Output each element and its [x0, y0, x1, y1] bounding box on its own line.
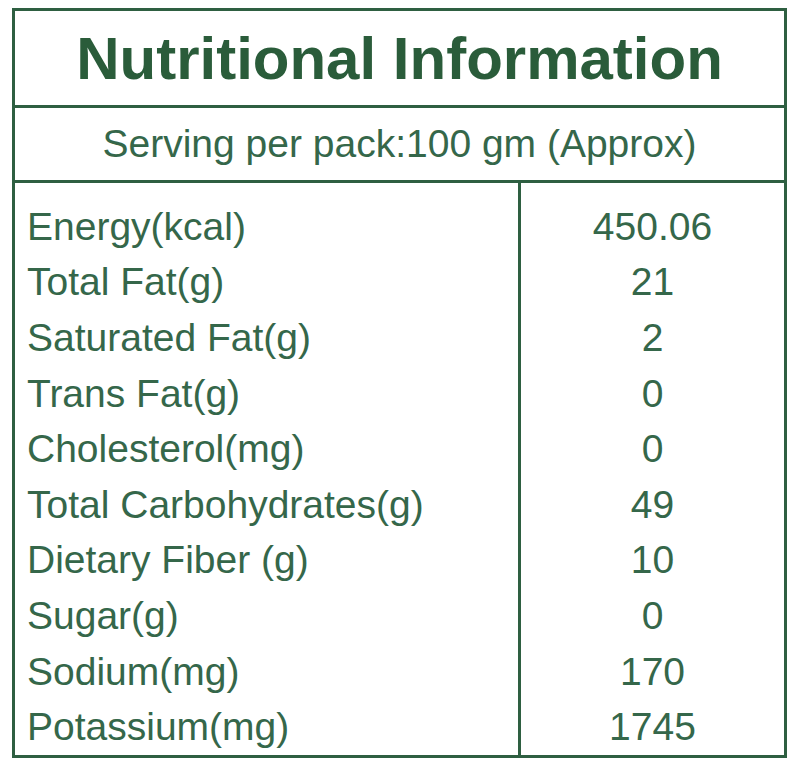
title-section: Nutritional Information: [15, 11, 784, 108]
nutrient-value: 10: [521, 538, 784, 582]
column-divider: [518, 183, 521, 755]
nutrient-label: Sodium(mg): [15, 650, 521, 694]
nutrient-label: Cholesterol(mg): [15, 427, 521, 471]
nutrient-value: 49: [521, 483, 784, 527]
nutrient-label: Total Carbohydrates(g): [15, 483, 521, 527]
table-row: Trans Fat(g) 0: [15, 366, 784, 422]
page-title: Nutritional Information: [76, 24, 723, 93]
serving-info-text: Serving per pack:100 gm (Approx): [103, 122, 697, 166]
nutrient-value: 0: [521, 427, 784, 471]
table-row: Energy(kcal) 450.06: [15, 199, 784, 255]
table-row: Sugar(g) 0: [15, 588, 784, 644]
table-row: Saturated Fat(g) 2: [15, 310, 784, 366]
nutrient-value: 450.06: [521, 205, 784, 249]
nutrient-label: Saturated Fat(g): [15, 316, 521, 360]
table-row: Potassium(mg) 1745: [15, 699, 784, 755]
table-row: Dietary Fiber (g) 10: [15, 533, 784, 589]
nutrient-value: 2: [521, 316, 784, 360]
nutrient-label: Potassium(mg): [15, 705, 521, 749]
nutrient-label: Total Fat(g): [15, 260, 521, 304]
nutrient-value: 21: [521, 260, 784, 304]
nutrient-label: Dietary Fiber (g): [15, 538, 521, 582]
nutrition-label-box: Nutritional Information Serving per pack…: [12, 8, 787, 758]
nutrition-table: Energy(kcal) 450.06 Total Fat(g) 21 Satu…: [15, 183, 784, 755]
nutrient-value: 170: [521, 650, 784, 694]
nutrient-label: Energy(kcal): [15, 205, 521, 249]
nutrient-value: 1745: [521, 705, 784, 749]
nutrient-label: Trans Fat(g): [15, 372, 521, 416]
serving-section: Serving per pack:100 gm (Approx): [15, 108, 784, 183]
nutrient-label: Sugar(g): [15, 594, 521, 638]
table-row: Total Fat(g) 21: [15, 255, 784, 311]
table-row: Total Carbohydrates(g) 49: [15, 477, 784, 533]
table-row: Sodium(mg) 170: [15, 644, 784, 700]
nutrient-value: 0: [521, 594, 784, 638]
nutrient-value: 0: [521, 372, 784, 416]
table-row: Cholesterol(mg) 0: [15, 421, 784, 477]
nutrition-label-page: Nutritional Information Serving per pack…: [0, 0, 800, 765]
